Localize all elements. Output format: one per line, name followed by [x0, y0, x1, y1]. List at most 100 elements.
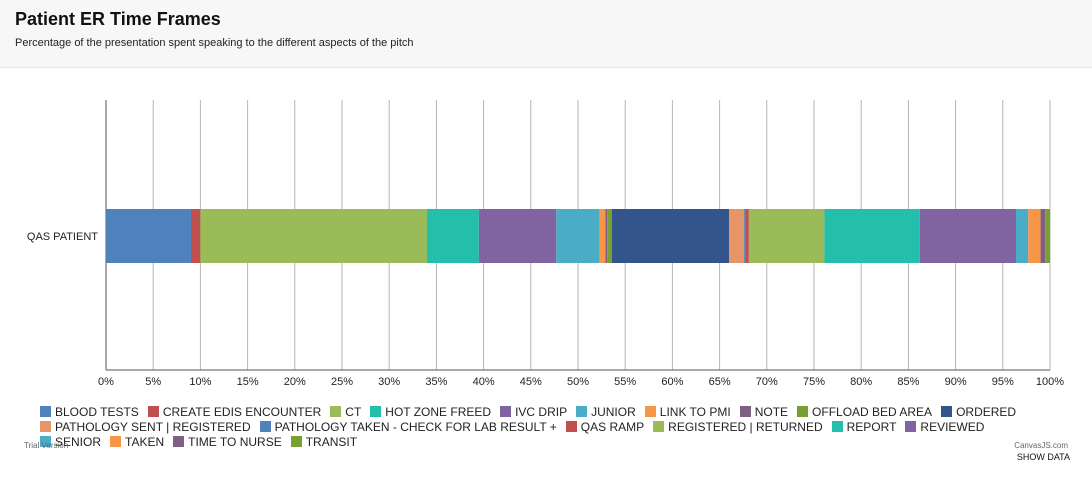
bar-segment-note — [605, 209, 608, 263]
legend-swatch — [941, 406, 953, 417]
bar-segment-senior — [1016, 209, 1029, 263]
x-tick-label: 40% — [473, 376, 495, 388]
legend-label: Registered | Returned — [668, 420, 823, 434]
legend-item[interactable]: QAS Ramp — [565, 420, 645, 435]
legend-label: Taken — [125, 435, 165, 449]
x-tick-label: 0% — [98, 376, 114, 388]
legend-item[interactable]: Pathology Taken - Check for Lab Result + — [259, 420, 557, 435]
x-tick-label: 35% — [425, 376, 447, 388]
legend-label: Junior — [591, 405, 636, 419]
legend-label: Pathology Sent | Registered — [55, 420, 251, 434]
legend-label: Senior — [55, 435, 102, 449]
trial-version-label: Trial Version — [24, 441, 69, 450]
chart-header: Patient ER Time Frames Percentage of the… — [0, 0, 1092, 68]
legend-swatch — [576, 406, 588, 417]
legend-swatch — [797, 406, 809, 417]
legend-item[interactable]: Report — [831, 420, 897, 435]
legend-label: Blood Tests — [55, 405, 139, 419]
bar-segment-pathology-taken-check-for-lab-result — [744, 209, 746, 263]
legend-swatch — [173, 436, 185, 447]
canvasjs-credit[interactable]: CanvasJS.com — [1014, 441, 1068, 450]
legend-label: Time to Nurse — [188, 435, 282, 449]
bar-segment-hot-zone-freed — [426, 209, 479, 263]
legend-item[interactable]: Ordered — [941, 405, 1016, 420]
bar-segment-reviewed — [919, 209, 1017, 263]
legend-label: Transit — [305, 435, 358, 449]
bar-segment-blood-tests — [106, 209, 191, 263]
stacked-bar-chart: 0% 5% 10% 15% 20% 25% 30% 35% 40% 45% 50% 55% 60% 65%… — [27, 100, 1064, 388]
page-title: Patient ER Time Frames — [15, 9, 221, 29]
legend-item[interactable]: Hot Zone Freed — [370, 405, 491, 420]
legend-item[interactable]: Note — [739, 405, 788, 420]
legend-item[interactable]: IVC Drip — [500, 405, 567, 420]
legend-item[interactable]: Blood Tests — [40, 405, 139, 420]
legend-label: Create EDIS Encounter — [162, 405, 322, 419]
legend-item[interactable]: Time to Nurse — [173, 435, 282, 450]
bar-segment-report — [824, 209, 920, 263]
show-data-button[interactable]: SHOW DATA — [1016, 452, 1070, 462]
legend-item[interactable]: Create EDIS Encounter — [147, 405, 322, 420]
legend-item[interactable]: Offload Bed Area — [797, 405, 932, 420]
bar-segment-junior — [556, 209, 600, 263]
bar-segment-ct — [200, 209, 427, 263]
bar-segment-taken — [1028, 209, 1041, 263]
legend-item[interactable]: Registered | Returned — [653, 420, 823, 435]
legend-swatch — [905, 421, 917, 432]
legend-item[interactable]: Junior — [576, 405, 636, 420]
legend-item[interactable]: Link to PMI — [644, 405, 731, 420]
legend-label: Hot Zone Freed — [385, 405, 492, 419]
x-tick-label: 5% — [145, 376, 161, 388]
legend-item[interactable]: Transit — [290, 435, 358, 450]
legend-item[interactable]: Taken — [110, 435, 164, 450]
page-subtitle: Percentage of the presentation spent spe… — [15, 37, 414, 49]
legend-item[interactable]: CT — [330, 405, 361, 420]
legend-swatch — [330, 406, 342, 417]
legend-swatch — [500, 406, 512, 417]
y-category-label: QAS PATIENT — [27, 231, 98, 243]
x-tick-label: 20% — [284, 376, 306, 388]
x-tick-label: 10% — [189, 376, 211, 388]
legend-swatch — [565, 421, 577, 432]
x-tick-label: 90% — [945, 376, 967, 388]
chart-legend: Blood Tests Create EDIS Encounter CT Hot Zo… — [40, 405, 1050, 450]
legend-label: Link to PMI — [659, 405, 731, 419]
x-tick-label: 95% — [992, 376, 1014, 388]
x-tick-label: 55% — [614, 376, 636, 388]
bar-segment-link-to-pmi — [599, 209, 606, 263]
bar-segment-qas-ramp — [745, 209, 749, 263]
legend-label: IVC Drip — [515, 405, 568, 419]
x-tick-label: 50% — [567, 376, 589, 388]
x-tick-label: 80% — [850, 376, 872, 388]
bar-segment-pathology-sent-registered — [729, 209, 745, 263]
legend-label: Reviewed — [920, 420, 985, 434]
legend-item[interactable]: Reviewed — [905, 420, 984, 435]
legend-label: Offload Bed Area — [812, 405, 933, 419]
legend-swatch — [644, 406, 656, 417]
bar-segment-ordered — [611, 209, 730, 263]
legend-swatch — [40, 436, 51, 447]
bar-segment-registered-returned — [748, 209, 825, 263]
x-tick-label: 30% — [378, 376, 400, 388]
legend-swatch — [290, 436, 302, 447]
x-tick-label: 65% — [709, 376, 731, 388]
legend-label: CT — [345, 405, 362, 419]
x-tick-label: 60% — [661, 376, 683, 388]
legend-swatch — [40, 421, 51, 432]
x-tick-label: 100% — [1036, 376, 1064, 388]
bar-segment-create-edis-encounter — [190, 209, 201, 263]
legend-item[interactable]: Pathology Sent | Registered — [40, 420, 251, 435]
x-tick-label: 85% — [897, 376, 919, 388]
x-tick-label: 15% — [237, 376, 259, 388]
legend-swatch — [653, 421, 665, 432]
legend-swatch — [40, 406, 51, 417]
legend-item[interactable]: Senior — [40, 435, 101, 450]
legend-swatch — [370, 406, 382, 417]
legend-label: Report — [846, 420, 897, 434]
bar-segment-ivc-drip — [478, 209, 557, 263]
x-tick-label: 25% — [331, 376, 353, 388]
legend-swatch — [739, 406, 751, 417]
legend-swatch — [110, 436, 122, 447]
legend-swatch — [259, 421, 271, 432]
legend-label: Ordered — [956, 405, 1017, 419]
legend-label: QAS Ramp — [580, 420, 645, 434]
